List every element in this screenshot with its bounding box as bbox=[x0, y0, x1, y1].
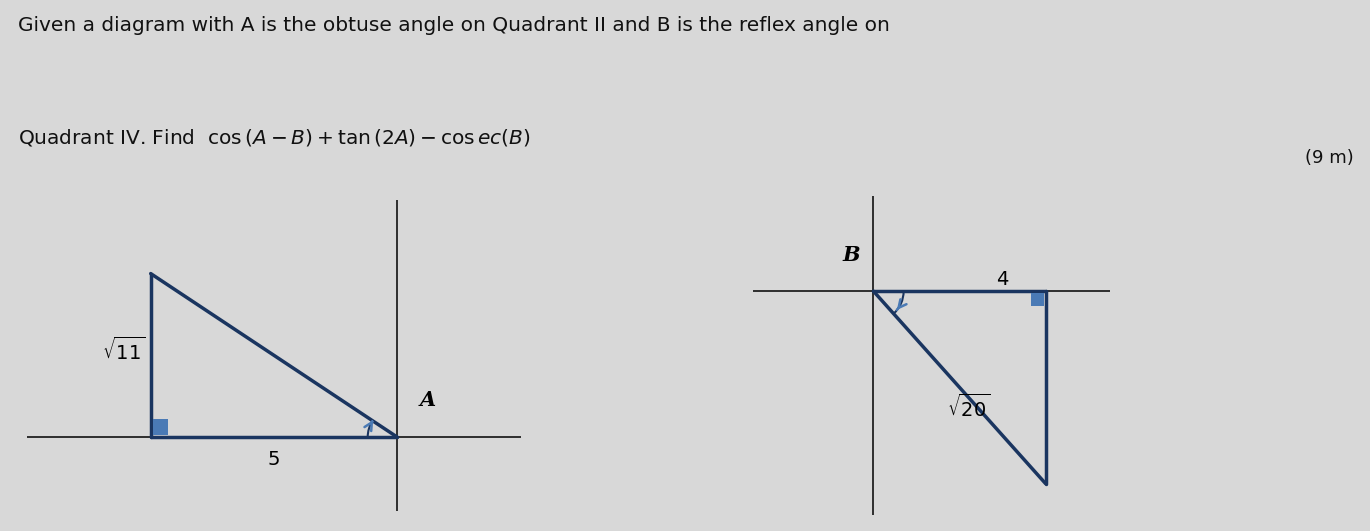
Text: Quadrant IV. Find  $\cos\left(A-B\right)+\tan\left(2A\right)-\cos ec\left(B\righ: Quadrant IV. Find $\cos\left(A-B\right)+… bbox=[18, 127, 530, 149]
Bar bbox=[1032, 293, 1044, 306]
Text: 4: 4 bbox=[996, 270, 1008, 289]
Text: $\sqrt{20}$: $\sqrt{20}$ bbox=[947, 393, 989, 421]
Text: (9 m): (9 m) bbox=[1304, 149, 1354, 167]
Text: A: A bbox=[419, 390, 436, 410]
Text: B: B bbox=[843, 245, 860, 264]
Bar bbox=[152, 419, 169, 435]
Text: 5: 5 bbox=[267, 450, 281, 469]
Text: $\sqrt{11}$: $\sqrt{11}$ bbox=[101, 337, 145, 364]
Text: Given a diagram with A is the obtuse angle on Quadrant II and B is the reflex an: Given a diagram with A is the obtuse ang… bbox=[18, 16, 889, 35]
